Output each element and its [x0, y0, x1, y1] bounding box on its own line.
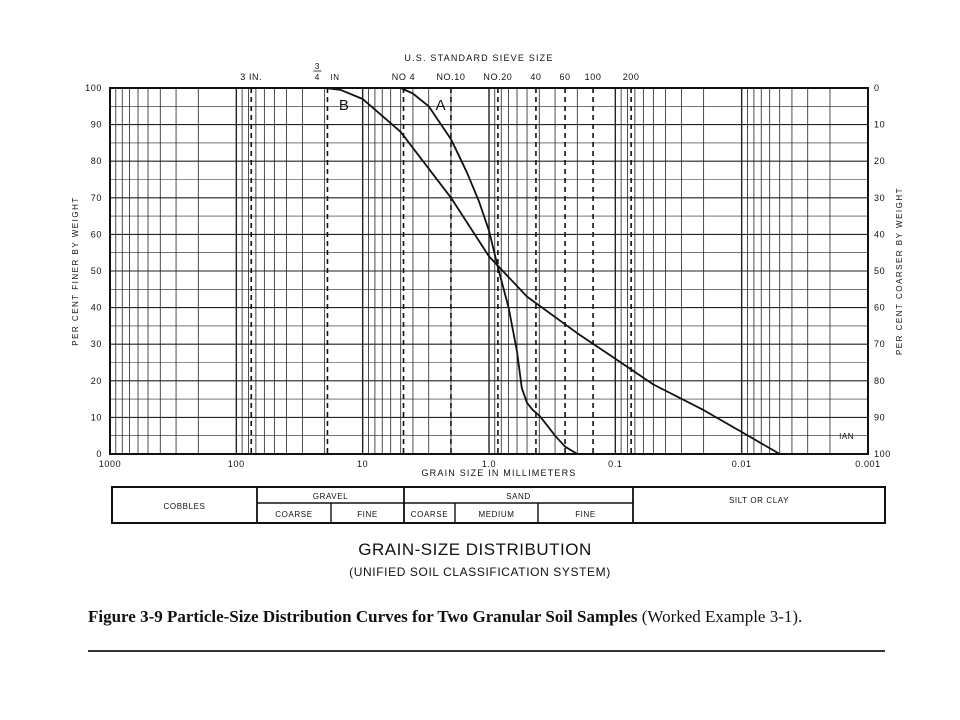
top-axis-title: U.S. STANDARD SIEVE SIZE	[404, 53, 553, 63]
class-frame	[111, 486, 886, 524]
y-tick-label: 40	[91, 303, 102, 313]
y2-tick-label: 80	[874, 376, 885, 386]
y2-tick-label: 100	[874, 449, 891, 459]
class-sand-fine: FINE	[575, 510, 596, 519]
y-tick-label: 10	[91, 412, 102, 422]
y-tick-label: 50	[91, 266, 102, 276]
y-tick-label: 70	[91, 193, 102, 203]
class-sand-medium: MEDIUM	[478, 510, 514, 519]
initials: IAN	[839, 432, 854, 441]
class-gravel-coarse: COARSE	[275, 510, 312, 519]
x-tick-label: 0.01	[732, 459, 752, 469]
sieve-label: NO.20	[483, 72, 512, 82]
class-sand-coarse: COARSE	[411, 510, 448, 519]
class-sand: SAND	[506, 492, 531, 501]
x-tick-label: 10	[357, 459, 368, 469]
x-tick-label: 1.0	[482, 459, 496, 469]
caption-normal: (Worked Example 3-1).	[637, 607, 803, 626]
y-tick-label: 90	[91, 120, 102, 130]
y2-tick-label: 30	[874, 193, 885, 203]
y2-tick-label: 90	[874, 412, 885, 422]
sieve-label: 3 IN.	[240, 72, 262, 82]
x-axis-title: GRAIN SIZE IN MILLIMETERS	[421, 468, 576, 478]
class-silt-clay: SILT OR CLAY	[729, 496, 789, 505]
class-gravel-fine: FINE	[357, 510, 378, 519]
x-tick-label: 0.001	[855, 459, 881, 469]
plot-frame	[109, 87, 869, 455]
chart-subtitle: (UNIFIED SOIL CLASSIFICATION SYSTEM)	[349, 565, 611, 579]
class-gravel: GRAVEL	[313, 492, 348, 501]
sieve-label-fraction: 3	[315, 62, 320, 71]
y2-tick-label: 10	[874, 120, 885, 130]
y2-tick-label: 60	[874, 303, 885, 313]
class-cobbles: COBBLES	[164, 502, 206, 511]
series-label-a: A	[436, 97, 447, 114]
y-tick-label: 80	[91, 156, 102, 166]
y-tick-label: 100	[85, 83, 102, 93]
y-tick-label: 60	[91, 229, 102, 239]
sieve-label-fraction: 4	[315, 73, 320, 82]
sieve-label: 60	[559, 72, 570, 82]
sieve-label: 100	[585, 72, 602, 82]
caption-rule	[88, 650, 885, 652]
x-tick-label: 0.1	[608, 459, 622, 469]
y2-tick-label: 40	[874, 229, 885, 239]
classification-bar	[111, 486, 886, 524]
y-tick-label: 0	[96, 449, 102, 459]
y2-tick-label: 0	[874, 83, 880, 93]
x-tick-label: 1000	[99, 459, 121, 469]
y2-tick-label: 20	[874, 156, 885, 166]
series-curve-a	[400, 87, 578, 455]
series-label-b: B	[339, 97, 350, 114]
y2-tick-label: 50	[874, 266, 885, 276]
sieve-label-fraction: IN	[330, 73, 339, 82]
series-curve-b	[324, 87, 781, 455]
sieve-label: 200	[623, 72, 640, 82]
figure-caption: Figure 3-9 Particle-Size Distribution Cu…	[88, 607, 888, 627]
sieve-label: NO 4	[392, 72, 415, 82]
y2-axis-title: PER CENT COARSER BY WEIGHT	[895, 187, 904, 355]
y2-tick-label: 70	[874, 339, 885, 349]
sieve-label: NO.10	[436, 72, 465, 82]
sieve-label: 40	[530, 72, 541, 82]
x-tick-label: 100	[228, 459, 245, 469]
chart-title: GRAIN-SIZE DISTRIBUTION	[358, 540, 591, 559]
y-tick-label: 20	[91, 376, 102, 386]
chart-grid	[110, 87, 869, 455]
caption-bold: Figure 3-9 Particle-Size Distribution Cu…	[88, 607, 638, 626]
y-axis-title: PER CENT FINER BY WEIGHT	[71, 196, 80, 346]
y-tick-label: 30	[91, 339, 102, 349]
